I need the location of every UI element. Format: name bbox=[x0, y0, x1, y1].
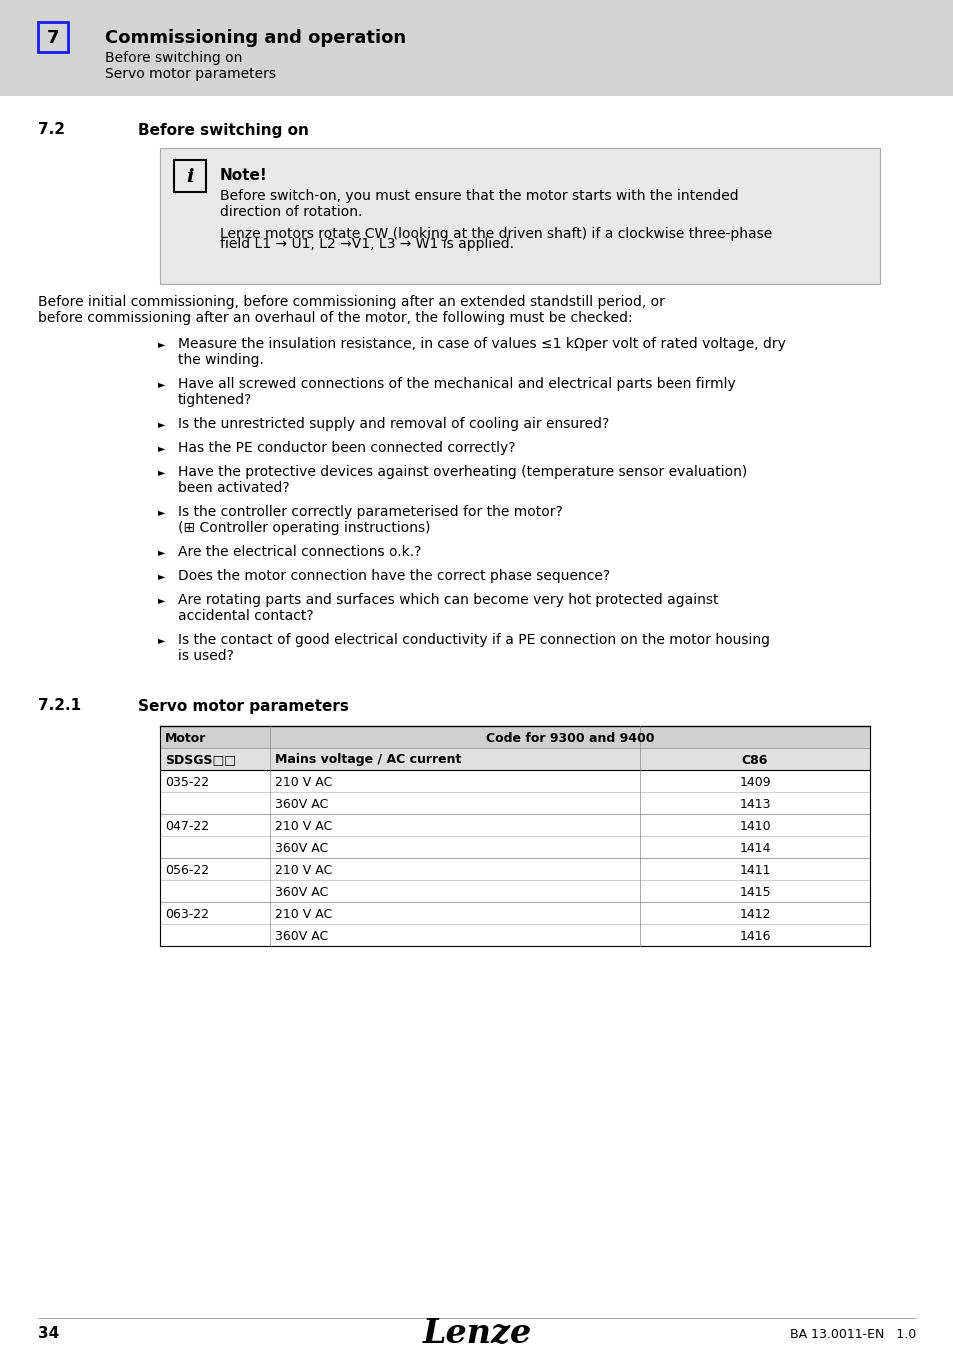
Text: ►: ► bbox=[158, 595, 165, 605]
Text: Are the electrical connections o.k.?: Are the electrical connections o.k.? bbox=[178, 545, 421, 559]
Text: ►: ► bbox=[158, 508, 165, 517]
Text: SDSGS□□: SDSGS□□ bbox=[165, 753, 235, 767]
Text: Mains voltage / AC current: Mains voltage / AC current bbox=[274, 753, 461, 767]
Bar bbox=[160, 769, 869, 792]
Text: Is the controller correctly parameterised for the motor?: Is the controller correctly parameterise… bbox=[178, 505, 562, 518]
Bar bbox=[160, 792, 869, 814]
Text: Servo motor parameters: Servo motor parameters bbox=[138, 698, 349, 714]
Text: Are rotating parts and surfaces which can become very hot protected against: Are rotating parts and surfaces which ca… bbox=[178, 593, 718, 608]
Text: 063-22: 063-22 bbox=[165, 907, 209, 921]
Text: 360V AC: 360V AC bbox=[274, 930, 328, 942]
Bar bbox=[173, 161, 206, 192]
Text: 34: 34 bbox=[38, 1327, 59, 1342]
Bar bbox=[160, 923, 869, 946]
Text: i: i bbox=[186, 167, 193, 186]
Text: 1410: 1410 bbox=[739, 819, 770, 833]
Text: Code for 9300 and 9400: Code for 9300 and 9400 bbox=[485, 732, 654, 744]
Bar bbox=[160, 836, 869, 859]
Text: 210 V AC: 210 V AC bbox=[274, 775, 332, 788]
Text: 360V AC: 360V AC bbox=[274, 798, 328, 810]
Text: before commissioning after an overhaul of the motor, the following must be check: before commissioning after an overhaul o… bbox=[38, 310, 632, 325]
Text: accidental contact?: accidental contact? bbox=[178, 609, 314, 622]
Text: 210 V AC: 210 V AC bbox=[274, 864, 332, 876]
Text: Before switching on: Before switching on bbox=[105, 51, 242, 65]
Text: ►: ► bbox=[158, 443, 165, 454]
Text: Have all screwed connections of the mechanical and electrical parts been firmly: Have all screwed connections of the mech… bbox=[178, 377, 735, 392]
Text: Before switch-on, you must ensure that the motor starts with the intended: Before switch-on, you must ensure that t… bbox=[220, 189, 738, 202]
Text: 1413: 1413 bbox=[739, 798, 770, 810]
Text: been activated?: been activated? bbox=[178, 481, 290, 495]
Text: 047-22: 047-22 bbox=[165, 819, 209, 833]
Text: direction of rotation.: direction of rotation. bbox=[220, 205, 362, 219]
Text: Lenze: Lenze bbox=[422, 1318, 531, 1350]
Text: 056-22: 056-22 bbox=[165, 864, 209, 876]
Text: Before initial commissioning, before commissioning after an extended standstill : Before initial commissioning, before com… bbox=[38, 296, 664, 309]
Text: field L1 → U1, L2 →V1, L3 → W1 is applied.: field L1 → U1, L2 →V1, L3 → W1 is applie… bbox=[220, 238, 514, 251]
Text: C86: C86 bbox=[741, 753, 767, 767]
Text: 1415: 1415 bbox=[739, 886, 770, 899]
Text: is used?: is used? bbox=[178, 649, 233, 663]
Text: Commissioning and operation: Commissioning and operation bbox=[105, 28, 406, 47]
Text: 1416: 1416 bbox=[739, 930, 770, 942]
Bar bbox=[160, 726, 869, 748]
Text: 7: 7 bbox=[47, 28, 59, 47]
Text: 1414: 1414 bbox=[739, 841, 770, 855]
Text: ►: ► bbox=[158, 339, 165, 350]
Text: 1412: 1412 bbox=[739, 907, 770, 921]
Bar bbox=[160, 880, 869, 902]
Text: Motor: Motor bbox=[165, 732, 206, 744]
Text: Before switching on: Before switching on bbox=[138, 123, 309, 138]
Text: tightened?: tightened? bbox=[178, 393, 253, 406]
Text: Has the PE conductor been connected correctly?: Has the PE conductor been connected corr… bbox=[178, 441, 515, 455]
Text: 360V AC: 360V AC bbox=[274, 886, 328, 899]
Text: Is the contact of good electrical conductivity if a PE connection on the motor h: Is the contact of good electrical conduc… bbox=[178, 633, 769, 647]
Text: 210 V AC: 210 V AC bbox=[274, 907, 332, 921]
Text: the winding.: the winding. bbox=[178, 352, 264, 367]
Text: ►: ► bbox=[158, 418, 165, 429]
Text: (⊞ Controller operating instructions): (⊞ Controller operating instructions) bbox=[178, 521, 430, 535]
Text: ►: ► bbox=[158, 547, 165, 558]
Text: ►: ► bbox=[158, 379, 165, 389]
Text: Note!: Note! bbox=[220, 169, 268, 184]
Text: 7.2: 7.2 bbox=[38, 123, 65, 138]
Text: 210 V AC: 210 V AC bbox=[274, 819, 332, 833]
Bar bbox=[38, 22, 68, 53]
Bar bbox=[160, 748, 869, 770]
Bar bbox=[160, 859, 869, 880]
Text: Does the motor connection have the correct phase sequence?: Does the motor connection have the corre… bbox=[178, 568, 610, 583]
Text: 360V AC: 360V AC bbox=[274, 841, 328, 855]
Bar bbox=[0, 0, 953, 96]
Text: ►: ► bbox=[158, 467, 165, 477]
Text: Is the unrestricted supply and removal of cooling air ensured?: Is the unrestricted supply and removal o… bbox=[178, 417, 609, 431]
Bar bbox=[160, 814, 869, 836]
Text: BA 13.0011-EN   1.0: BA 13.0011-EN 1.0 bbox=[789, 1327, 915, 1341]
Text: 1411: 1411 bbox=[739, 864, 770, 876]
Text: Measure the insulation resistance, in case of values ≤1 kΩper volt of rated volt: Measure the insulation resistance, in ca… bbox=[178, 338, 785, 351]
Text: 7.2.1: 7.2.1 bbox=[38, 698, 81, 714]
Text: Servo motor parameters: Servo motor parameters bbox=[105, 68, 275, 81]
Text: ►: ► bbox=[158, 634, 165, 645]
Text: 1409: 1409 bbox=[739, 775, 770, 788]
Text: Have the protective devices against overheating (temperature sensor evaluation): Have the protective devices against over… bbox=[178, 464, 746, 479]
Bar bbox=[160, 148, 879, 284]
Text: Lenze motors rotate CW (looking at the driven shaft) if a clockwise three-phase: Lenze motors rotate CW (looking at the d… bbox=[220, 227, 771, 242]
Text: ►: ► bbox=[158, 571, 165, 580]
Text: 035-22: 035-22 bbox=[165, 775, 209, 788]
Bar bbox=[160, 902, 869, 923]
